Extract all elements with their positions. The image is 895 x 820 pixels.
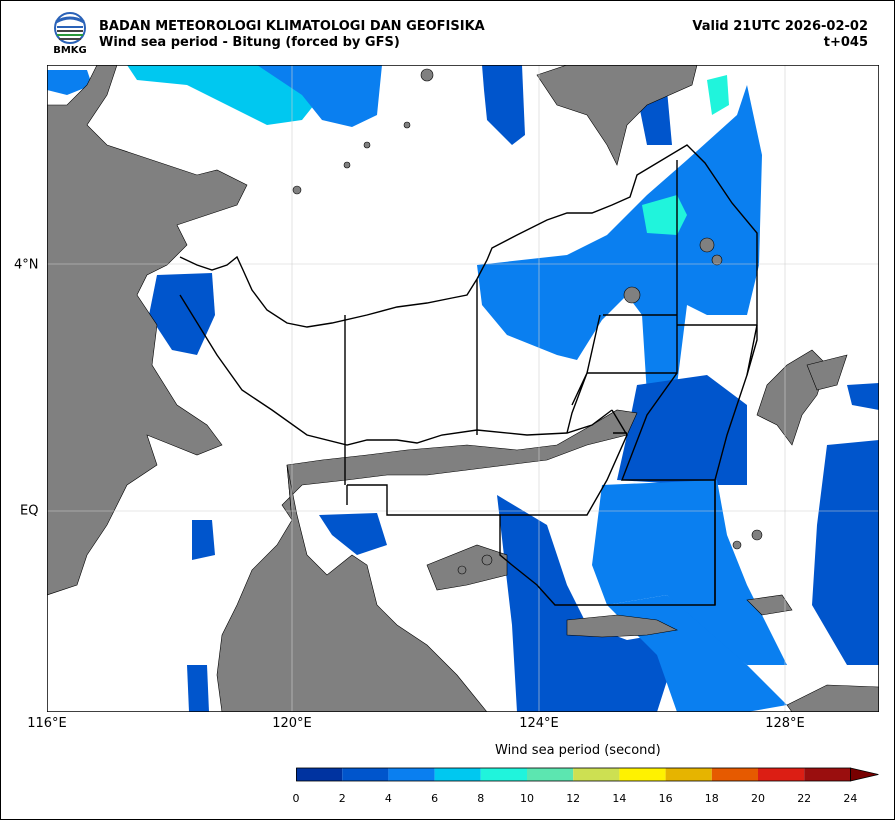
colorbar-segment bbox=[296, 768, 343, 781]
field-6-8-northwest bbox=[127, 65, 322, 125]
agency-title: BADAN METEOROLOGI KLIMATOLOGI DAN GEOFIS… bbox=[99, 19, 485, 34]
land bbox=[47, 65, 879, 712]
field-4-6-south bbox=[592, 480, 787, 665]
lat-label-eq: EQ bbox=[20, 503, 39, 519]
colorbar-segment bbox=[665, 768, 712, 781]
colorbar-tick-label: 12 bbox=[566, 792, 581, 805]
colorbar-tick-label: 14 bbox=[612, 792, 627, 805]
mindanao bbox=[536, 65, 698, 166]
lat-label-4n: 4°N bbox=[14, 257, 39, 273]
island-6 bbox=[343, 161, 351, 169]
colorbar-tick-label: 0 bbox=[292, 792, 300, 805]
field-2-4-east-edge bbox=[812, 440, 879, 665]
lead-time: t+045 bbox=[823, 35, 868, 50]
lon-label-120: 120°E bbox=[272, 716, 312, 731]
colorbar-segment bbox=[573, 768, 620, 781]
field-2-4-gulf-tomini bbox=[319, 513, 387, 555]
island-2 bbox=[711, 254, 723, 266]
colorbar-segment bbox=[619, 768, 666, 781]
colorbar-segment bbox=[711, 768, 758, 781]
lon-label-124: 124°E bbox=[519, 716, 559, 731]
area-boundary-west bbox=[179, 144, 758, 606]
island-9 bbox=[292, 185, 302, 195]
colorbar-tick-label: 22 bbox=[797, 792, 812, 805]
colorbar-tick-label: 24 bbox=[843, 792, 858, 805]
taliabu bbox=[566, 614, 678, 638]
island-12 bbox=[751, 529, 763, 541]
field-2-4-south-small bbox=[187, 665, 209, 712]
colorbar-title: Wind sea period (second) bbox=[495, 743, 661, 758]
valid-time: Valid 21UTC 2026-02-02 bbox=[692, 19, 868, 34]
island-4 bbox=[457, 565, 467, 575]
colorbar bbox=[296, 767, 879, 782]
sulawesi-body bbox=[216, 464, 488, 712]
area-boundary-lines bbox=[344, 160, 758, 605]
field-2-4-east-patch bbox=[847, 383, 879, 410]
forecast-area-outlines bbox=[179, 144, 758, 606]
field-2-4-molucca-sea bbox=[617, 375, 747, 485]
period-field bbox=[47, 65, 879, 712]
sulawesi-north-arm bbox=[281, 409, 638, 521]
borneo bbox=[47, 65, 248, 596]
obi bbox=[746, 594, 793, 616]
wave-period-map bbox=[47, 65, 879, 712]
island-8 bbox=[403, 121, 411, 129]
field-8-10-top bbox=[707, 75, 729, 115]
colorbar-tick-label: 8 bbox=[477, 792, 485, 805]
colorbar-tick-label: 10 bbox=[520, 792, 534, 805]
island-5 bbox=[481, 554, 493, 566]
halmahera-east bbox=[806, 354, 848, 391]
colorbar-segment bbox=[527, 768, 574, 781]
field-4-6-north bbox=[257, 65, 382, 127]
colorbar-segment bbox=[758, 768, 805, 781]
lon-label-128: 128°E bbox=[765, 716, 805, 731]
colorbar-tick-label: 2 bbox=[338, 792, 346, 805]
island-7 bbox=[363, 141, 371, 149]
colorbar-segment bbox=[342, 768, 389, 781]
colorbar-tick-label: 4 bbox=[384, 792, 392, 805]
halmahera bbox=[756, 349, 828, 446]
island-10 bbox=[420, 68, 434, 82]
map-subtitle: Wind sea period - Bitung (forced by GFS) bbox=[99, 35, 400, 50]
graticule bbox=[47, 65, 879, 712]
island-11 bbox=[732, 540, 742, 550]
colorbar-tick-label: 16 bbox=[658, 792, 673, 805]
lon-label-116: 116°E bbox=[27, 716, 67, 731]
colorbar-segment bbox=[434, 768, 481, 781]
title-block: BADAN METEOROLOGI KLIMATOLOGI DAN GEOFIS… bbox=[99, 19, 485, 51]
logo-text: BMKG bbox=[53, 45, 87, 56]
field-2-4-southwest bbox=[497, 495, 672, 712]
bmkg-logo bbox=[54, 12, 86, 44]
island-3 bbox=[623, 286, 641, 304]
colorbar-outline bbox=[296, 767, 851, 782]
colorbar-segment bbox=[804, 768, 851, 781]
field-4-6-molucca-north bbox=[477, 85, 762, 395]
colorbar-segment bbox=[388, 768, 435, 781]
field-2-4-west-bay bbox=[149, 273, 215, 355]
colorbar-tick-label: 20 bbox=[751, 792, 765, 805]
colorbar-tick-label: 6 bbox=[431, 792, 439, 805]
colorbar-segment bbox=[480, 768, 527, 781]
field-8-10-patch bbox=[642, 195, 687, 235]
field-4-6-top-left bbox=[47, 70, 92, 95]
area-boundary-west-2 bbox=[179, 294, 613, 505]
seram bbox=[786, 684, 879, 712]
colorbar-extend-arrow bbox=[850, 767, 879, 782]
valid-block: Valid 21UTC 2026-02-02 t+045 bbox=[692, 19, 868, 51]
colorbar-tick-label: 18 bbox=[704, 792, 719, 805]
field-2-4-west-small bbox=[192, 520, 215, 560]
island-1 bbox=[699, 237, 715, 253]
field-2-4-north-small bbox=[482, 65, 525, 145]
